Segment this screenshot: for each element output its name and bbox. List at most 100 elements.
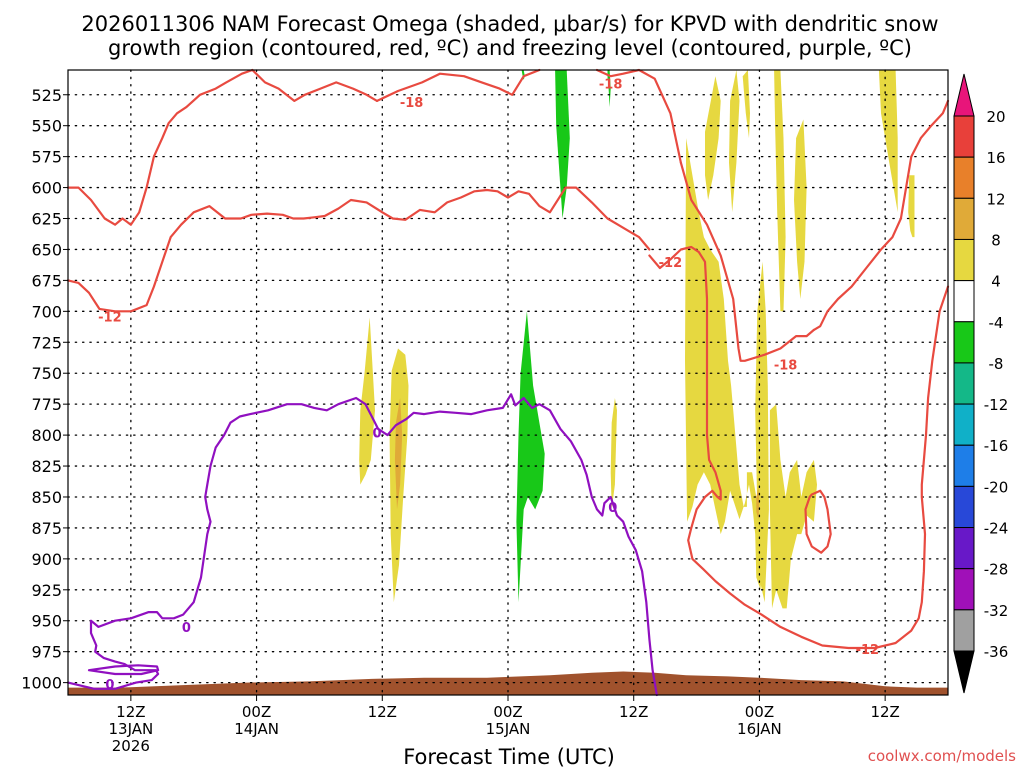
omega-region-upper-yellow-hour66-column	[755, 261, 769, 603]
credit-text: coolwx.com/models	[868, 747, 1016, 765]
y-tick-label-525: 525	[31, 86, 62, 105]
colorbar-label-4: 4	[991, 273, 1001, 291]
colorbar-box-2	[953, 197, 975, 240]
omega-region-upper-yellow-hour69	[794, 119, 807, 299]
colorbar-label-1: 16	[986, 149, 1005, 167]
colorbar-box-6	[953, 362, 975, 405]
y-tick-label-925: 925	[31, 581, 62, 600]
dgz-contour-5	[804, 489, 832, 554]
y-tick-label-975: 975	[31, 643, 62, 662]
dgz-contour-1	[375, 68, 541, 103]
x-tick-label-42-1: 00Z	[493, 703, 522, 721]
omega-region-lower-green-hour43	[516, 311, 545, 603]
dgz-contour-7	[66, 186, 651, 313]
colorbar-box-11	[953, 568, 975, 611]
contour-labels: -18 -18 -18 -12 -12 -12 0 0 0 0	[98, 78, 879, 693]
colorbar-label-9: -20	[984, 478, 1009, 496]
dgz-contour-4	[812, 99, 950, 331]
y-tick-label-575: 575	[31, 148, 62, 167]
y-tick-label-875: 875	[31, 519, 62, 538]
colorbar-label-13: -36	[984, 643, 1009, 661]
x-tick-label-6-3: 2026	[112, 737, 150, 755]
y-tick-label-800: 800	[31, 426, 62, 445]
omega-region-upper-green-sliver-hour51	[607, 70, 611, 108]
y-tick-label-1000: 1000	[21, 674, 62, 693]
colorbar-box-7	[953, 403, 975, 446]
y-tick-label-825: 825	[31, 457, 62, 476]
dgz-contour-3	[679, 161, 816, 362]
dgz-contour-0	[251, 68, 379, 103]
colorbar-label-10: -24	[984, 520, 1009, 538]
contour-label-1: -18	[599, 78, 623, 93]
colorbar-label-12: -32	[984, 602, 1009, 620]
x-tick-label-78-1: 12Z	[870, 703, 899, 721]
colorbar-bottom-triangle	[953, 650, 975, 694]
colorbar-label-11: -28	[984, 561, 1009, 579]
y-tick-label-900: 900	[31, 550, 62, 569]
colorbar-box-5	[953, 321, 975, 364]
colorbar-label-5: -4	[989, 314, 1004, 332]
contour-label-2: -18	[774, 359, 798, 374]
colorbar-box-10	[953, 527, 975, 570]
grid-lines	[67, 69, 949, 696]
colorbar-top-triangle	[953, 73, 975, 117]
omega-region-upper-green-hour46	[555, 70, 570, 219]
omega-region-lower-yellow-hour28	[359, 317, 375, 485]
colorbar-label-7: -12	[984, 396, 1009, 414]
dgz-contour-8	[648, 245, 950, 650]
y-tick-label-675: 675	[31, 271, 62, 290]
contour-label-8: 0	[182, 621, 191, 636]
colorbar: 20 16 12 8 4 -4 -8 -12 -16 -20 -24 -28 -32 -36	[953, 73, 1009, 694]
x-tick-label-18-1: 00Z	[242, 703, 271, 721]
chart-title-line-1: 2026011306 NAM Forecast Omega (shaded, μ…	[81, 12, 938, 36]
x-tick-label-18-2: 14JAN	[234, 720, 279, 738]
y-tick-label-550: 550	[31, 117, 62, 136]
y-tick-label-750: 750	[31, 364, 62, 383]
colorbar-box-8	[953, 444, 975, 487]
freezing-contour-10	[87, 664, 160, 676]
y-tick-label-775: 775	[31, 395, 62, 414]
omega-region-upper-yellow-hour81	[908, 175, 915, 238]
colorbar-label-2: 12	[986, 190, 1005, 208]
plot-frame	[67, 69, 949, 696]
omega-region-lower-yellow-hour52	[610, 398, 617, 510]
y-tick-label-950: 950	[31, 612, 62, 631]
x-tick-label-6-1: 12Z	[116, 703, 145, 721]
omega-region-upper-yellow-hour60	[685, 138, 763, 590]
y-tick-label-850: 850	[31, 488, 62, 507]
contour-label-5: -12	[856, 643, 880, 658]
y-tick-label-625: 625	[31, 210, 62, 229]
colorbar-box-9	[953, 485, 975, 529]
y-tick-label-600: 600	[31, 179, 62, 198]
contour-label-9: 0	[105, 678, 114, 693]
contour-lines	[66, 68, 950, 697]
colorbar-box-0	[953, 115, 975, 158]
colorbar-box-4	[953, 280, 975, 323]
contour-label-4: -12	[659, 256, 683, 271]
x-tick-label-30-1: 12Z	[368, 703, 397, 721]
colorbar-box-12	[953, 609, 975, 652]
contour-label-6: 0	[373, 427, 382, 442]
x-axis-label: Forecast Time (UTC)	[403, 745, 615, 768]
colorbar-box-3	[953, 238, 975, 282]
contour-label-3: -12	[98, 310, 122, 325]
x-tick-label-66-1: 00Z	[745, 703, 774, 721]
omega-region-upper-yellow-hour64-narrow	[742, 70, 750, 139]
x-tick-label-42-2: 15JAN	[486, 720, 531, 738]
y-axis-ticks: 525 550 575 600 625 650 675 700 725 750 775 800 825 8…	[21, 86, 68, 693]
colorbar-label-0: 20	[986, 108, 1005, 126]
x-tick-label-66-2: 16JAN	[737, 720, 782, 738]
omega-region-upper-yellow-hour78	[878, 70, 898, 213]
omega-region-upper-yellow-hour61	[705, 76, 721, 200]
x-tick-label-54-1: 12Z	[619, 703, 648, 721]
dgz-contour-6	[66, 68, 254, 226]
colorbar-box-1	[953, 156, 975, 199]
colorbar-label-6: -8	[989, 355, 1004, 373]
y-tick-label-700: 700	[31, 302, 62, 321]
contour-label-0: -18	[400, 96, 424, 111]
y-tick-label-650: 650	[31, 240, 62, 259]
x-tick-label-6-2: 13JAN	[108, 720, 153, 738]
omega-region-upper-yellow-hour67	[774, 70, 786, 312]
